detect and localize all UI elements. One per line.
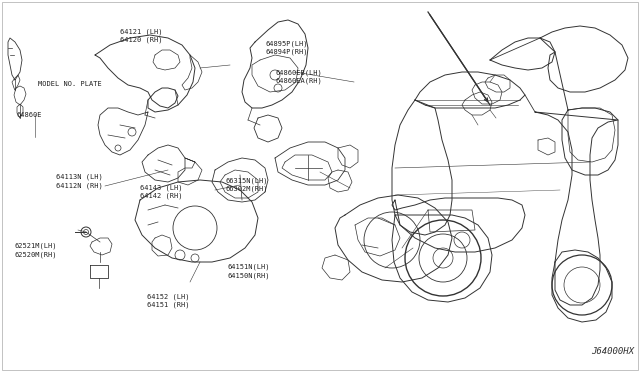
- Text: 64113N (LH): 64113N (LH): [56, 174, 102, 180]
- Text: 64142 (RH): 64142 (RH): [140, 192, 182, 199]
- Text: 64150N(RH): 64150N(RH): [227, 272, 269, 279]
- Text: 64895P(LH): 64895P(LH): [266, 41, 308, 47]
- Text: 64143 (LH): 64143 (LH): [140, 184, 182, 191]
- Text: 64151 (RH): 64151 (RH): [147, 302, 189, 308]
- Text: 64121 (LH): 64121 (LH): [120, 29, 163, 35]
- Text: 64860EB(LH): 64860EB(LH): [275, 70, 322, 76]
- Text: 64860E: 64860E: [16, 112, 42, 118]
- Text: J64000HX: J64000HX: [591, 347, 634, 356]
- Text: 62521M(LH): 62521M(LH): [14, 242, 56, 249]
- Text: 64120 (RH): 64120 (RH): [120, 37, 163, 44]
- Text: MODEL NO. PLATE: MODEL NO. PLATE: [38, 81, 102, 87]
- Text: 64860EA(RH): 64860EA(RH): [275, 78, 322, 84]
- Text: 64112N (RH): 64112N (RH): [56, 182, 102, 189]
- Text: 66315N(LH): 66315N(LH): [225, 177, 268, 184]
- Text: 64152 (LH): 64152 (LH): [147, 294, 189, 300]
- Text: 62520M(RH): 62520M(RH): [14, 251, 56, 258]
- Text: 64894P(RH): 64894P(RH): [266, 49, 308, 55]
- Text: 64151N(LH): 64151N(LH): [227, 264, 269, 270]
- Text: 66302M(RH): 66302M(RH): [225, 186, 268, 192]
